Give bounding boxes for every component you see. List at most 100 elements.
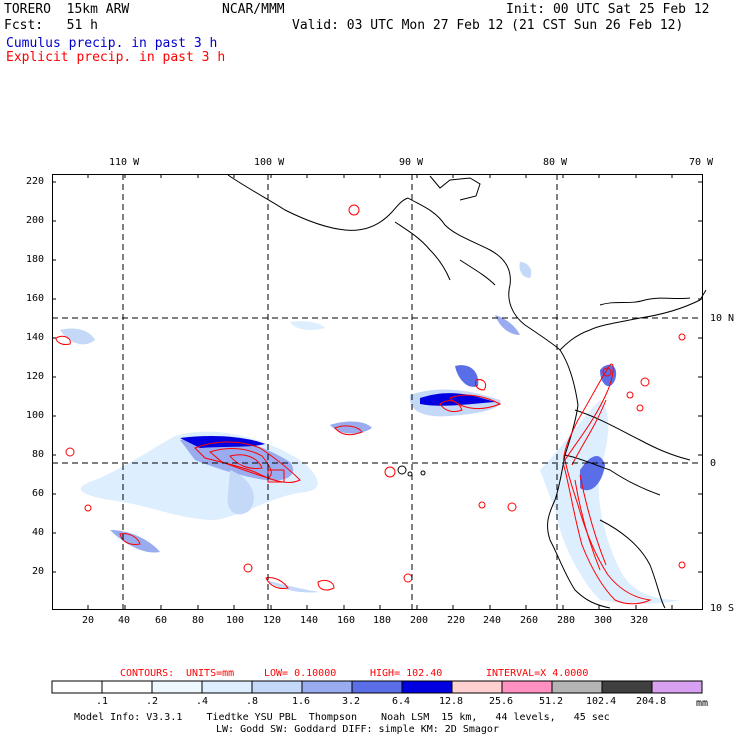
valid-time: Valid: 03 UTC Mon 27 Feb 12 (21 CST Sun …: [292, 18, 684, 33]
colorbar-box: [651, 680, 703, 694]
colorbar-box: [601, 680, 653, 694]
colorbar-box: [301, 680, 353, 694]
precip-contour: [65, 447, 75, 457]
precip-contour-andes: [571, 399, 607, 466]
x-tick: 20: [82, 615, 95, 626]
galapagos-island: [407, 471, 413, 477]
precip-area: [290, 321, 325, 330]
precip-contour: [439, 400, 463, 413]
y-tick: 20: [32, 566, 45, 577]
x-tick: 220: [447, 615, 466, 626]
precip-area: [420, 393, 495, 406]
precip-contour: [348, 204, 360, 216]
border-ecuador-peru: [564, 454, 661, 496]
colorbar-label: .8: [246, 696, 259, 707]
coastline-central-america: [407, 197, 591, 351]
colorbar-box: [551, 680, 603, 694]
contour-units: UNITS=mm: [186, 668, 235, 679]
x-tick: 260: [520, 615, 539, 626]
precip-contour-andes: [579, 474, 607, 566]
y-tick: 60: [32, 488, 45, 499]
precip-contour: [449, 394, 502, 409]
contour-low: LOW= 0.10000: [264, 668, 337, 679]
x-tick: 320: [630, 615, 649, 626]
lat-label-10n: 10 N: [710, 313, 735, 324]
precip-contour: [208, 448, 272, 479]
y-tick: 80: [32, 449, 45, 460]
precip-contour: [334, 425, 363, 436]
colorbar-label: .2: [146, 696, 159, 707]
lat-lon-grid: [52, 174, 702, 609]
border-colombia-venezuela: [599, 297, 691, 306]
colorbar-label: 204.8: [636, 696, 667, 707]
contour-high: HIGH= 102.40: [370, 668, 443, 679]
colorbar-label: .4: [196, 696, 209, 707]
precip-area: [60, 328, 95, 345]
precip-contour: [678, 333, 686, 341]
y-tick: 180: [26, 254, 45, 265]
contour-interval: INTERVAL=X 4.0000: [486, 668, 589, 679]
precip-contour: [636, 404, 644, 412]
precip-shading: [60, 262, 680, 604]
colorbar-label: 1.6: [292, 696, 311, 707]
colorbar-label: 102.4: [586, 696, 617, 707]
colorbar-label: 25.6: [489, 696, 514, 707]
x-tick: 80: [192, 615, 205, 626]
precip-area: [495, 315, 520, 335]
y-tick: 100: [26, 410, 45, 421]
precip-area: [227, 470, 254, 515]
precip-area: [265, 580, 320, 593]
lat-label-0: 0: [710, 458, 717, 469]
left-ticks: [52, 181, 56, 573]
x-tick: 300: [594, 615, 613, 626]
y-tick: 40: [32, 527, 45, 538]
colorbar-box: [351, 680, 403, 694]
precip-contour: [243, 563, 253, 573]
galapagos-island: [397, 465, 407, 475]
model-physics: LW: Godd SW: Goddard DIFF: simple KM: 2D…: [216, 724, 499, 735]
colorbar-label: 3.2: [342, 696, 361, 707]
lon-label-90w: 90 W: [399, 157, 424, 168]
precip-contour-andes: [563, 363, 652, 605]
colorbar-label: .1: [96, 696, 109, 707]
y-tick: 160: [26, 293, 45, 304]
lon-label-70w: 70 W: [689, 157, 714, 168]
x-tick: 180: [373, 615, 392, 626]
colorbar-label: 6.4: [392, 696, 411, 707]
x-tick: 160: [337, 615, 356, 626]
colorbar-box: [51, 680, 103, 694]
border-guatemala: [394, 221, 451, 281]
border-colombia-brazil: [574, 409, 691, 461]
precip-contour: [475, 379, 487, 391]
border-honduras: [459, 259, 496, 286]
model-title: TORERO 15km ARW: [4, 2, 130, 17]
precip-contour-andes: [574, 479, 601, 571]
precip-contour: [678, 561, 686, 569]
x-tick: 140: [300, 615, 319, 626]
coastline-caribbean: [589, 289, 707, 331]
lon-label-80w: 80 W: [543, 157, 568, 168]
precip-contour: [478, 501, 486, 509]
x-tick: 200: [410, 615, 429, 626]
cumulus-legend: Cumulus precip. in past 3 h: [6, 36, 218, 51]
lon-label-100w: 100 W: [254, 157, 285, 168]
colorbar: [51, 680, 703, 694]
colorbar-label: 51.2: [539, 696, 564, 707]
coastline-south-america-west: [547, 349, 611, 609]
colorbar-box: [451, 680, 503, 694]
right-ticks: [698, 181, 702, 573]
precip-contour: [317, 579, 335, 591]
precip-contour: [384, 466, 396, 478]
x-tick: 120: [263, 615, 282, 626]
y-tick: 140: [26, 332, 45, 343]
colorbar-box: [501, 680, 553, 694]
map-frame: [52, 174, 703, 610]
border-peru-brazil: [599, 519, 666, 609]
precip-contour: [84, 504, 92, 512]
coastline-yucatan: [429, 175, 481, 201]
init-time: Init: 00 UTC Sat 25 Feb 12: [506, 2, 710, 17]
precip-contour: [194, 441, 301, 483]
x-tick: 60: [155, 615, 168, 626]
precip-contour: [602, 367, 612, 377]
coastline-mexico: [227, 174, 409, 231]
